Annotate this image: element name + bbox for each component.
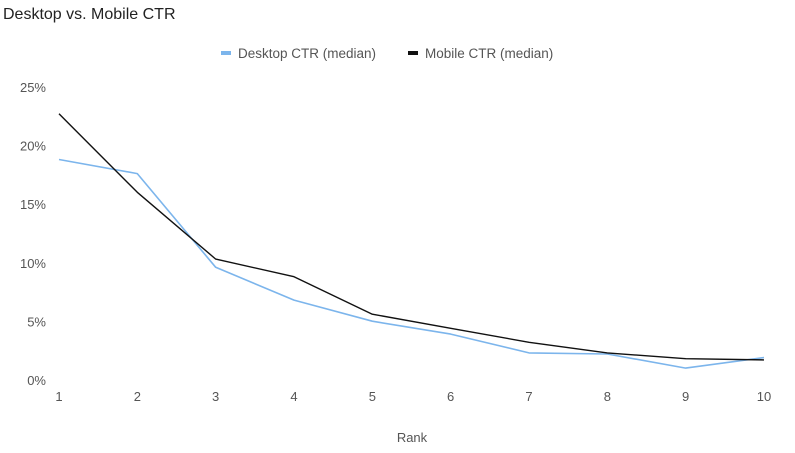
x-tick-label: 8 [604, 389, 611, 404]
legend-label: Desktop CTR (median) [238, 46, 376, 61]
chart-title: Desktop vs. Mobile CTR [3, 6, 176, 23]
x-axis-title: Rank [397, 430, 428, 445]
x-tick-label: 3 [212, 389, 219, 404]
x-tick-label: 10 [757, 389, 771, 404]
series-line-desktop [58, 158, 765, 369]
series-line-mobile [58, 113, 765, 361]
x-tick-label: 7 [525, 389, 532, 404]
y-tick-label: 5% [27, 314, 46, 329]
x-tick-label: 6 [447, 389, 454, 404]
y-tick-label: 25% [20, 80, 46, 95]
y-axis-ticks: 0% 5% 10% 15% 20% 25% [20, 80, 46, 388]
legend-label: Mobile CTR (median) [425, 46, 553, 61]
legend: Desktop CTR (median) Mobile CTR (median) [221, 46, 553, 61]
x-tick-label: 4 [290, 389, 297, 404]
x-axis-ticks: 1 2 3 4 5 6 7 8 9 10 [55, 389, 771, 404]
y-tick-label: 0% [27, 373, 46, 388]
y-tick-label: 10% [20, 256, 46, 271]
y-tick-label: 15% [20, 197, 46, 212]
legend-swatch [408, 51, 418, 55]
x-tick-label: 9 [682, 389, 689, 404]
legend-swatch [221, 51, 231, 55]
series-lines [58, 113, 765, 369]
x-tick-label: 2 [134, 389, 141, 404]
x-tick-label: 5 [369, 389, 376, 404]
y-tick-label: 20% [20, 139, 46, 154]
x-tick-label: 1 [55, 389, 62, 404]
